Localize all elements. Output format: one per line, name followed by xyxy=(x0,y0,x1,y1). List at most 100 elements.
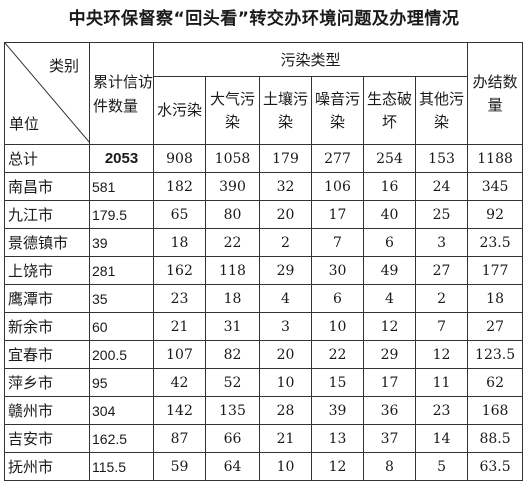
cell-soil: 10 xyxy=(259,368,312,397)
cell-eco: 36 xyxy=(363,396,416,425)
cell-cumulative: 304 xyxy=(89,396,154,425)
cell-soil: 179 xyxy=(259,144,312,173)
table-row: 赣州市 304 142 135 28 39 36 23 168 xyxy=(4,396,524,425)
cell-cumulative: 281 xyxy=(89,256,154,285)
cell-cumulative: 581 xyxy=(89,172,154,201)
cell-eco: 16 xyxy=(363,172,416,201)
cell-air: 18 xyxy=(205,284,260,313)
cell-other: 2 xyxy=(414,284,469,313)
cell-closed: 92 xyxy=(467,200,524,229)
cell-other: 25 xyxy=(414,200,469,229)
cell-noise: 10 xyxy=(311,312,364,341)
cell-unit: 萍乡市 xyxy=(4,368,90,397)
cell-closed: 18 xyxy=(467,284,524,313)
cell-other: 23 xyxy=(414,396,469,425)
cell-water: 162 xyxy=(153,256,206,285)
cell-unit: 吉安市 xyxy=(4,424,90,453)
cell-soil: 28 xyxy=(259,396,312,425)
cell-water: 87 xyxy=(153,424,206,453)
cell-closed: 27 xyxy=(467,312,524,341)
cell-other: 24 xyxy=(414,172,469,201)
table-row: 吉安市 162.5 87 66 21 13 37 14 88.5 xyxy=(4,424,524,453)
cell-closed: 63.5 xyxy=(467,452,524,481)
cell-other: 7 xyxy=(414,312,469,341)
cell-eco: 37 xyxy=(363,424,416,453)
cell-water: 65 xyxy=(153,200,206,229)
cell-noise: 17 xyxy=(311,200,364,229)
cell-other: 153 xyxy=(414,144,469,173)
cell-other: 27 xyxy=(414,256,469,285)
cell-eco: 4 xyxy=(363,284,416,313)
cell-noise: 277 xyxy=(311,144,364,173)
table-row: 上饶市 281 162 118 29 30 49 27 177 xyxy=(4,256,524,285)
cell-soil: 32 xyxy=(259,172,312,201)
cell-soil: 29 xyxy=(259,256,312,285)
cell-closed: 1188 xyxy=(467,144,524,173)
cell-eco: 6 xyxy=(363,228,416,257)
cell-eco: 254 xyxy=(363,144,416,173)
cell-eco: 17 xyxy=(363,368,416,397)
cell-unit: 九江市 xyxy=(4,200,90,229)
pollution-type-header: 污染类型 xyxy=(152,42,469,77)
cell-noise: 13 xyxy=(311,424,364,453)
cell-other: 12 xyxy=(414,340,469,369)
table-row: 南昌市 581 182 390 32 106 16 24 345 xyxy=(4,172,524,201)
table-row: 新余市 60 21 31 3 10 12 7 27 xyxy=(4,312,524,341)
cell-water: 42 xyxy=(153,368,206,397)
cell-cumulative: 39 xyxy=(89,228,154,257)
cell-soil: 3 xyxy=(259,312,312,341)
cell-noise: 7 xyxy=(311,228,364,257)
cell-eco: 40 xyxy=(363,200,416,229)
table-title: 中央环保督察“回头看”转交办环境问题及办理情况 xyxy=(68,9,460,29)
cell-soil: 2 xyxy=(259,228,312,257)
cell-closed: 168 xyxy=(467,396,524,425)
type-header-eco: 生态破坏 xyxy=(363,76,416,145)
cell-air: 80 xyxy=(205,200,260,229)
cell-eco: 12 xyxy=(363,312,416,341)
table-row: 景德镇市 39 18 22 2 7 6 3 23.5 xyxy=(4,228,524,257)
cell-cumulative: 60 xyxy=(89,312,154,341)
cell-noise: 106 xyxy=(311,172,364,201)
cell-cumulative: 162.5 xyxy=(89,424,154,453)
cell-eco: 8 xyxy=(363,452,416,481)
complaints-table: 类别 单位 累计信访件数量 污染类型 办结数量 水污染 大气污染 土壤污染 噪音… xyxy=(4,42,524,481)
cell-water: 182 xyxy=(153,172,206,201)
cell-air: 82 xyxy=(205,340,260,369)
cell-water: 59 xyxy=(153,452,206,481)
cell-soil: 20 xyxy=(259,200,312,229)
cell-unit: 抚州市 xyxy=(4,452,90,481)
cell-other: 5 xyxy=(414,452,469,481)
cell-closed: 62 xyxy=(467,368,524,397)
closed-header: 办结数量 xyxy=(467,42,524,145)
cell-noise: 22 xyxy=(311,340,364,369)
cell-air: 118 xyxy=(205,256,260,285)
cell-water: 18 xyxy=(153,228,206,257)
cell-air: 64 xyxy=(205,452,260,481)
type-header-soil: 土壤污染 xyxy=(259,76,312,145)
cell-unit: 鹰潭市 xyxy=(4,284,90,313)
cell-cumulative: 2053 xyxy=(89,144,154,173)
cell-soil: 21 xyxy=(259,424,312,453)
unit-label: 单位 xyxy=(9,115,40,133)
cell-noise: 6 xyxy=(311,284,364,313)
diagonal-divider-icon xyxy=(5,43,89,143)
cell-cumulative: 200.5 xyxy=(89,340,154,369)
cell-cumulative: 179.5 xyxy=(89,200,154,229)
cell-noise: 12 xyxy=(311,452,364,481)
cell-closed: 88.5 xyxy=(467,424,524,453)
cell-unit: 景德镇市 xyxy=(4,228,90,257)
cell-soil: 4 xyxy=(259,284,312,313)
cell-air: 390 xyxy=(205,172,260,201)
cell-closed: 123.5 xyxy=(467,340,524,369)
cell-air: 22 xyxy=(205,228,260,257)
cell-unit: 赣州市 xyxy=(4,396,90,425)
corner-header-cell: 类别 单位 xyxy=(4,42,90,145)
cell-water: 142 xyxy=(153,396,206,425)
cell-other: 14 xyxy=(414,424,469,453)
cell-other: 11 xyxy=(414,368,469,397)
cell-eco: 29 xyxy=(363,340,416,369)
cell-eco: 49 xyxy=(363,256,416,285)
type-header-air: 大气污染 xyxy=(205,76,260,145)
cell-water: 23 xyxy=(153,284,206,313)
table-row: 抚州市 115.5 59 64 10 12 8 5 63.5 xyxy=(4,452,524,481)
